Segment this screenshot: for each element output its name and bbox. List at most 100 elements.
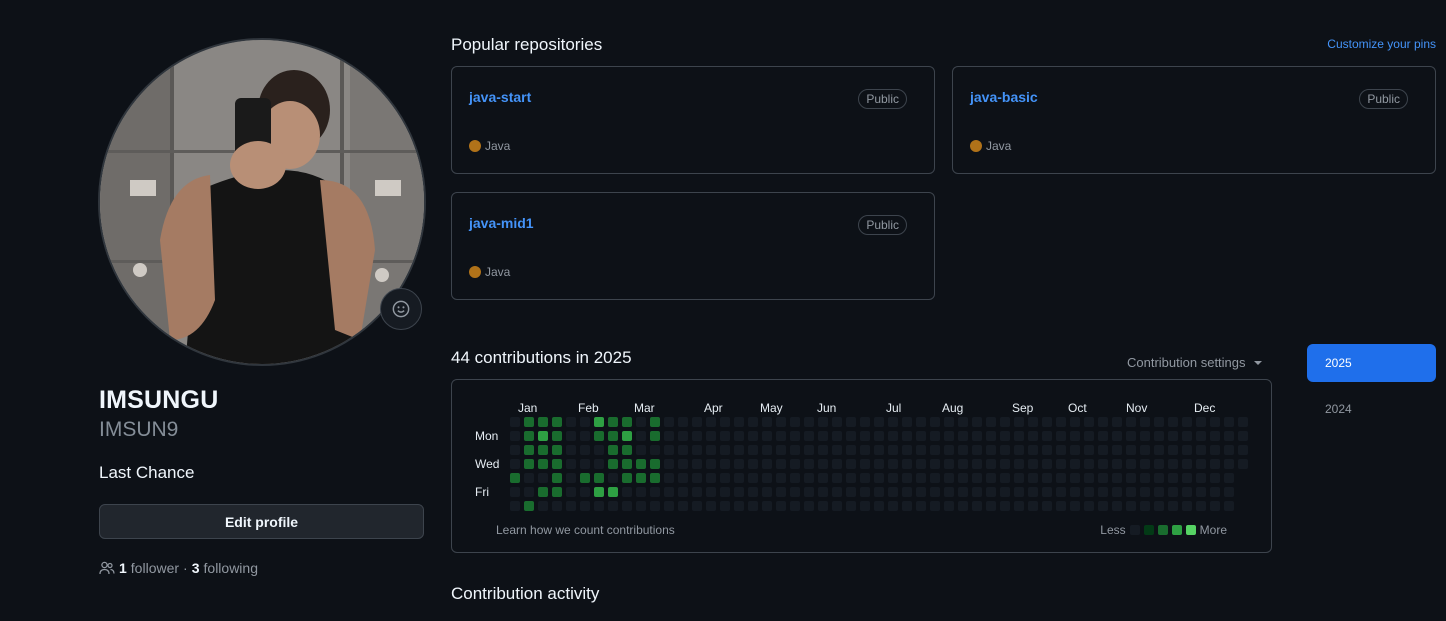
- contribution-cell[interactable]: [706, 473, 716, 483]
- contribution-cell[interactable]: [1084, 431, 1094, 441]
- contribution-cell[interactable]: [524, 473, 534, 483]
- contribution-cell[interactable]: [1112, 459, 1122, 469]
- contribution-cell[interactable]: [1196, 431, 1206, 441]
- contribution-cell[interactable]: [1210, 473, 1220, 483]
- contribution-cell[interactable]: [692, 417, 702, 427]
- contribution-cell[interactable]: [1196, 445, 1206, 455]
- contribution-cell[interactable]: [734, 487, 744, 497]
- contribution-cell[interactable]: [776, 459, 786, 469]
- contribution-cell[interactable]: [1126, 417, 1136, 427]
- contribution-cell[interactable]: [804, 459, 814, 469]
- contribution-cell[interactable]: [818, 473, 828, 483]
- contribution-cell[interactable]: [832, 445, 842, 455]
- contribution-cell[interactable]: [874, 417, 884, 427]
- contribution-cell[interactable]: [664, 473, 674, 483]
- contribution-cell[interactable]: [678, 501, 688, 511]
- contribution-cell[interactable]: [538, 431, 548, 441]
- learn-contributions-link[interactable]: Learn how we count contributions: [496, 523, 675, 537]
- contribution-cell[interactable]: [972, 487, 982, 497]
- contribution-cell[interactable]: [1112, 417, 1122, 427]
- contribution-cell[interactable]: [846, 501, 856, 511]
- contribution-cell[interactable]: [678, 473, 688, 483]
- contribution-cell[interactable]: [720, 417, 730, 427]
- contribution-cell[interactable]: [860, 431, 870, 441]
- contribution-cell[interactable]: [622, 431, 632, 441]
- contribution-cell[interactable]: [1056, 501, 1066, 511]
- contribution-cell[interactable]: [510, 487, 520, 497]
- contribution-cell[interactable]: [1056, 459, 1066, 469]
- contribution-cell[interactable]: [1182, 501, 1192, 511]
- contribution-cell[interactable]: [664, 459, 674, 469]
- contribution-cell[interactable]: [874, 459, 884, 469]
- contribution-cell[interactable]: [888, 459, 898, 469]
- contribution-cell[interactable]: [916, 473, 926, 483]
- contribution-cell[interactable]: [650, 473, 660, 483]
- contribution-cell[interactable]: [636, 445, 646, 455]
- contribution-cell[interactable]: [622, 445, 632, 455]
- contribution-cell[interactable]: [986, 417, 996, 427]
- contribution-cell[interactable]: [580, 487, 590, 497]
- contribution-cell[interactable]: [664, 431, 674, 441]
- contribution-cell[interactable]: [748, 445, 758, 455]
- contribution-cell[interactable]: [1224, 501, 1234, 511]
- contribution-cell[interactable]: [902, 445, 912, 455]
- contribution-cell[interactable]: [594, 431, 604, 441]
- contribution-cell[interactable]: [580, 459, 590, 469]
- contribution-cell[interactable]: [692, 487, 702, 497]
- contribution-cell[interactable]: [818, 445, 828, 455]
- contribution-cell[interactable]: [1070, 459, 1080, 469]
- contribution-cell[interactable]: [748, 501, 758, 511]
- contribution-cell[interactable]: [1056, 487, 1066, 497]
- contribution-cell[interactable]: [902, 487, 912, 497]
- contribution-cell[interactable]: [930, 473, 940, 483]
- contribution-cell[interactable]: [538, 501, 548, 511]
- contribution-cell[interactable]: [734, 501, 744, 511]
- contribution-cell[interactable]: [762, 445, 772, 455]
- contribution-cell[interactable]: [1182, 459, 1192, 469]
- contribution-cell[interactable]: [706, 417, 716, 427]
- contribution-cell[interactable]: [748, 431, 758, 441]
- contribution-cell[interactable]: [1084, 473, 1094, 483]
- contribution-cell[interactable]: [1070, 501, 1080, 511]
- contribution-cell[interactable]: [776, 501, 786, 511]
- contribution-cell[interactable]: [538, 417, 548, 427]
- contribution-cell[interactable]: [1056, 473, 1066, 483]
- contribution-cell[interactable]: [1042, 459, 1052, 469]
- contribution-cell[interactable]: [944, 431, 954, 441]
- contribution-cell[interactable]: [734, 445, 744, 455]
- contribution-cell[interactable]: [706, 431, 716, 441]
- contribution-cell[interactable]: [622, 501, 632, 511]
- contribution-cell[interactable]: [622, 487, 632, 497]
- contribution-cell[interactable]: [1126, 459, 1136, 469]
- contribution-cell[interactable]: [1098, 417, 1108, 427]
- contribution-cell[interactable]: [692, 501, 702, 511]
- contribution-cell[interactable]: [692, 445, 702, 455]
- contribution-cell[interactable]: [874, 487, 884, 497]
- contribution-cell[interactable]: [916, 487, 926, 497]
- contribution-cell[interactable]: [762, 487, 772, 497]
- contribution-cell[interactable]: [944, 473, 954, 483]
- contribution-cell[interactable]: [832, 459, 842, 469]
- contribution-cell[interactable]: [594, 473, 604, 483]
- contribution-cell[interactable]: [1126, 473, 1136, 483]
- contribution-cell[interactable]: [734, 417, 744, 427]
- contribution-cell[interactable]: [846, 459, 856, 469]
- contribution-cell[interactable]: [846, 473, 856, 483]
- contribution-cell[interactable]: [1028, 417, 1038, 427]
- contribution-cell[interactable]: [1070, 417, 1080, 427]
- contribution-cell[interactable]: [594, 487, 604, 497]
- contribution-cell[interactable]: [1014, 417, 1024, 427]
- contribution-cell[interactable]: [720, 501, 730, 511]
- contribution-cell[interactable]: [538, 445, 548, 455]
- contribution-cell[interactable]: [1028, 501, 1038, 511]
- contribution-cell[interactable]: [524, 487, 534, 497]
- contribution-cell[interactable]: [860, 459, 870, 469]
- contribution-cell[interactable]: [874, 501, 884, 511]
- contribution-cell[interactable]: [1224, 417, 1234, 427]
- contribution-cell[interactable]: [804, 417, 814, 427]
- contribution-cell[interactable]: [1154, 431, 1164, 441]
- contribution-cell[interactable]: [1154, 459, 1164, 469]
- contribution-cell[interactable]: [510, 417, 520, 427]
- contribution-cell[interactable]: [818, 501, 828, 511]
- contribution-cell[interactable]: [692, 473, 702, 483]
